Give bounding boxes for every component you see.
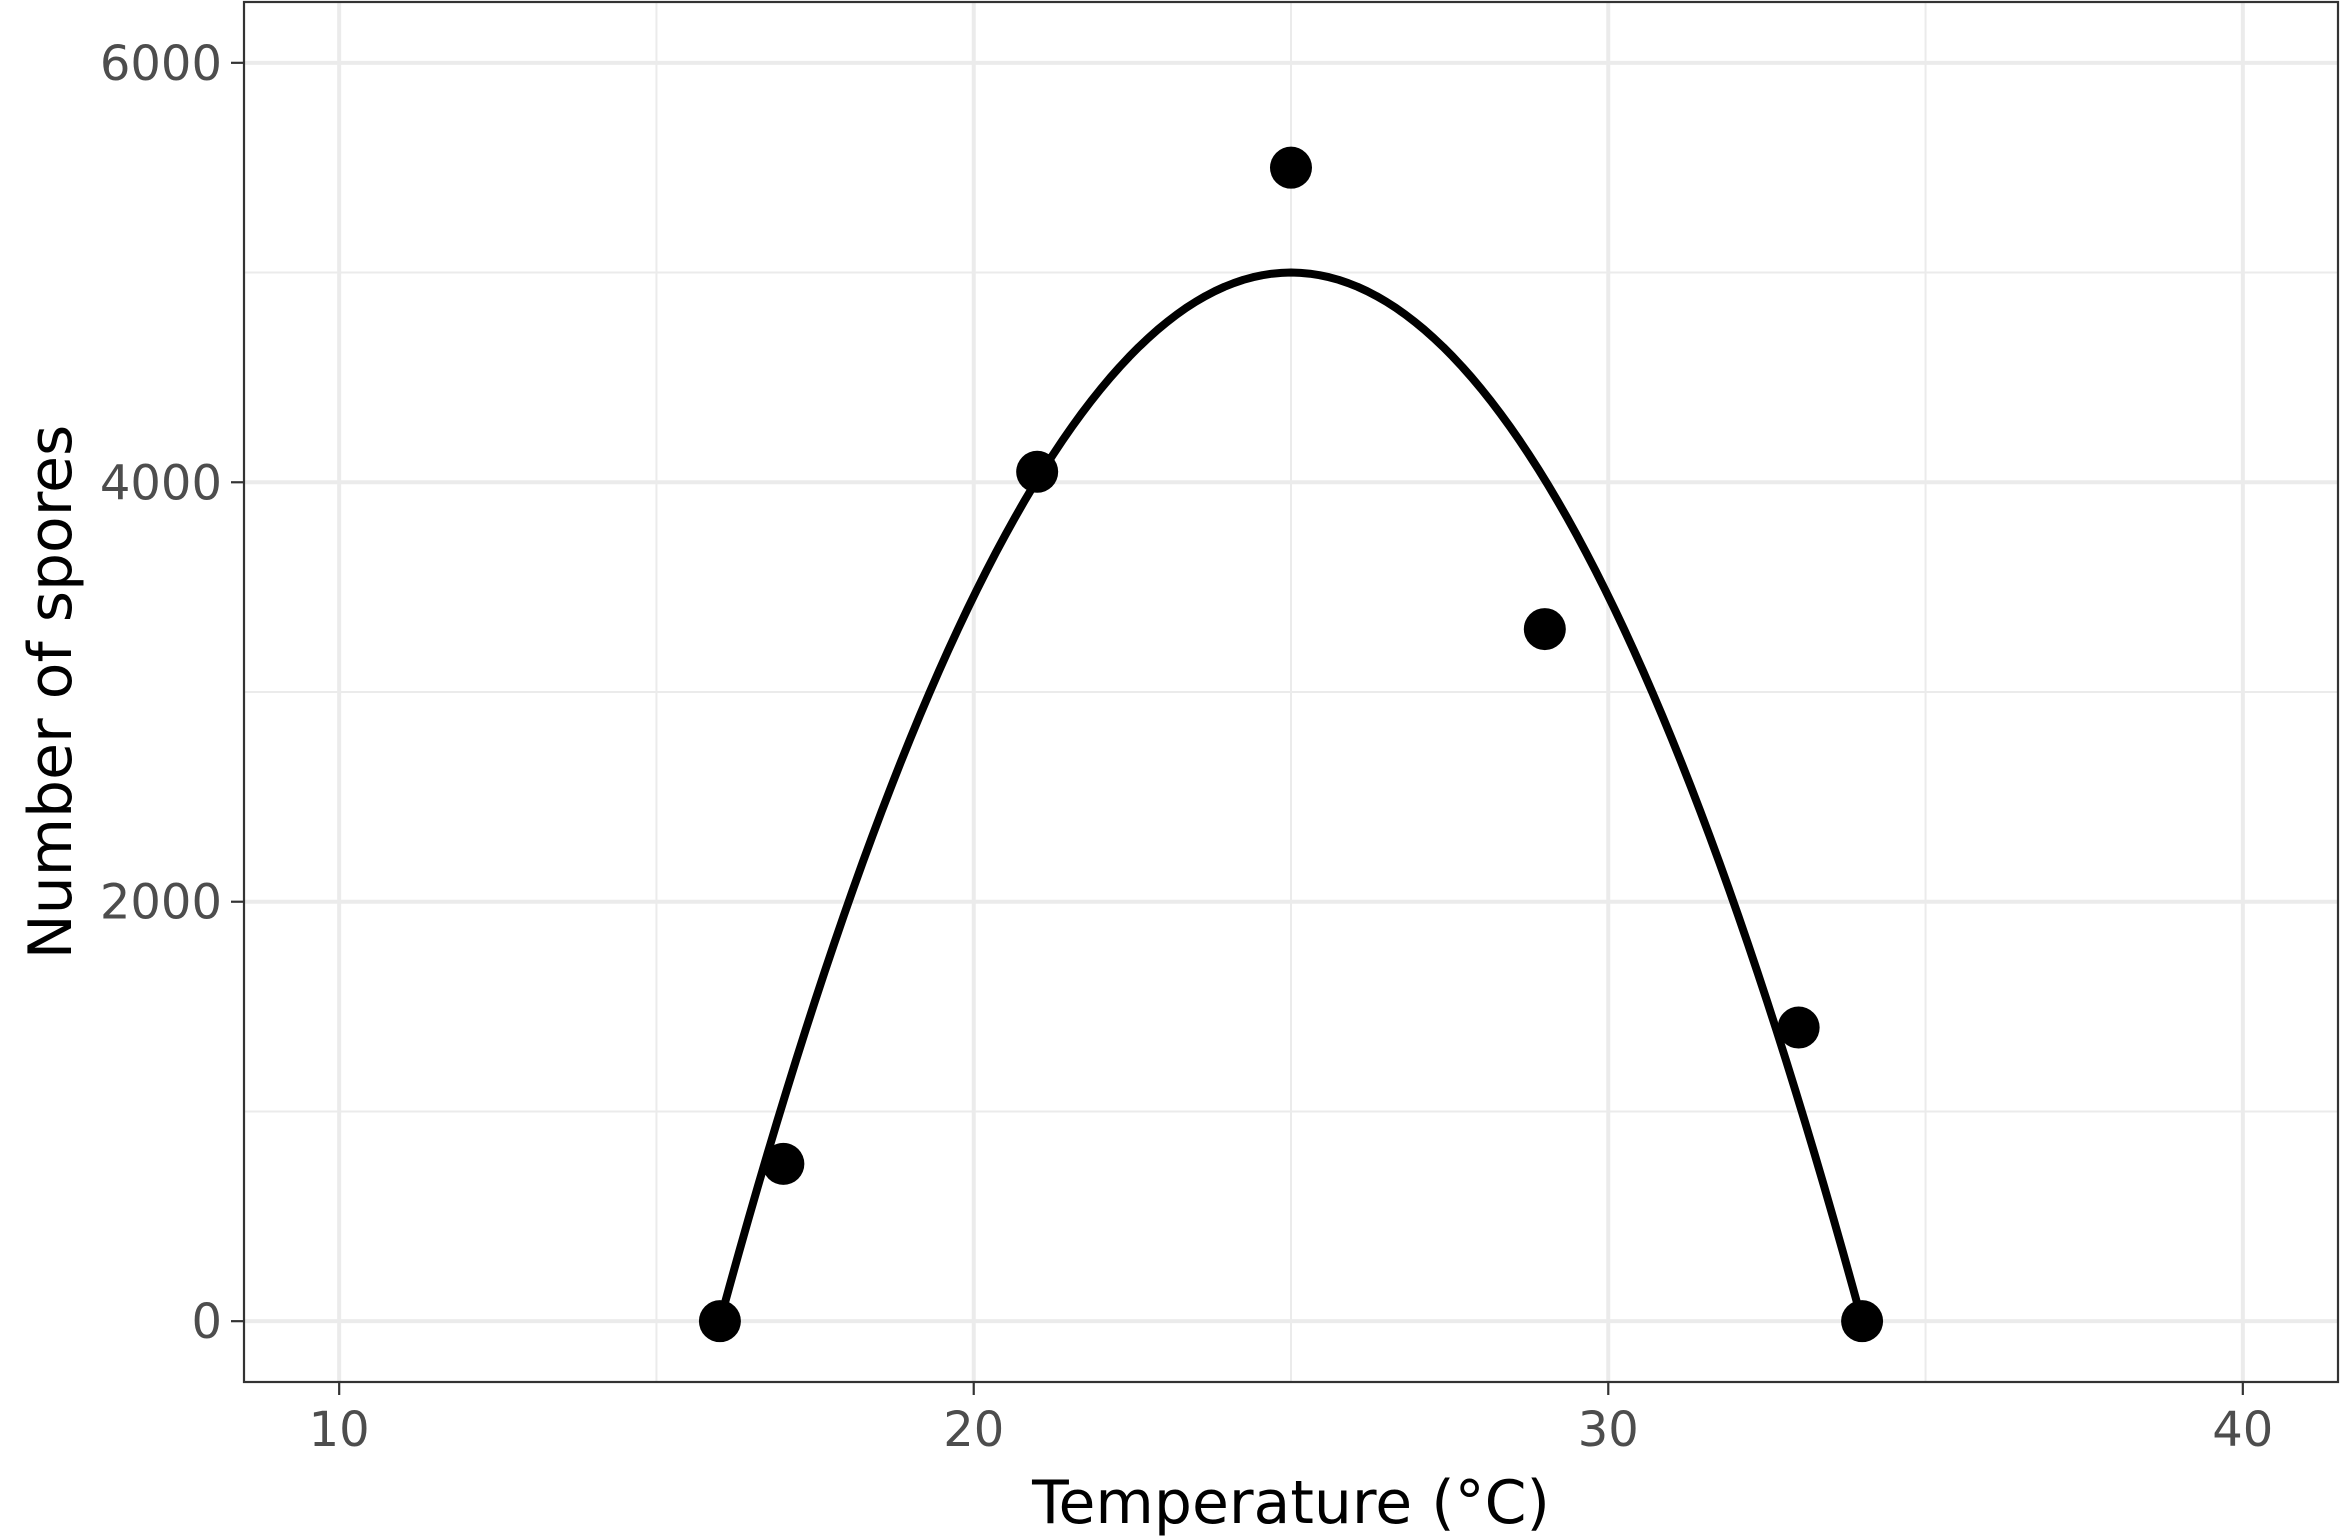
data-point [698,1300,741,1343]
y-tick-label: 4000 [100,455,222,511]
data-point [1270,146,1312,189]
y-tick-labels: 0 2000 4000 6000 [100,36,222,1350]
fit-curve-layer [716,268,1866,1323]
data-point [1841,1300,1884,1343]
data-point [1777,1006,1820,1049]
data-point [762,1142,805,1185]
x-tick-labels: 10 20 30 40 [309,1402,2274,1458]
x-tick-label: 40 [2212,1402,2273,1458]
fit-curve [716,268,1866,1323]
x-tick-label: 10 [309,1402,370,1458]
y-tick-label: 2000 [100,875,222,931]
y-axis-title: Number of spores [16,425,86,960]
grid-minor [244,2,2338,1382]
y-tick-label: 6000 [100,36,222,92]
x-tick-label: 30 [1578,1402,1639,1458]
panel-border [242,0,2340,1384]
x-tick-label: 20 [943,1402,1004,1458]
grid-major [244,2,2338,1382]
x-axis-title: Temperature (°C) [1031,1468,1550,1538]
axis-ticks [231,61,2244,1395]
data-points-layer [698,146,1884,1343]
y-tick-label: 0 [191,1294,222,1350]
data-point [1016,450,1059,493]
data-point [1523,608,1566,651]
